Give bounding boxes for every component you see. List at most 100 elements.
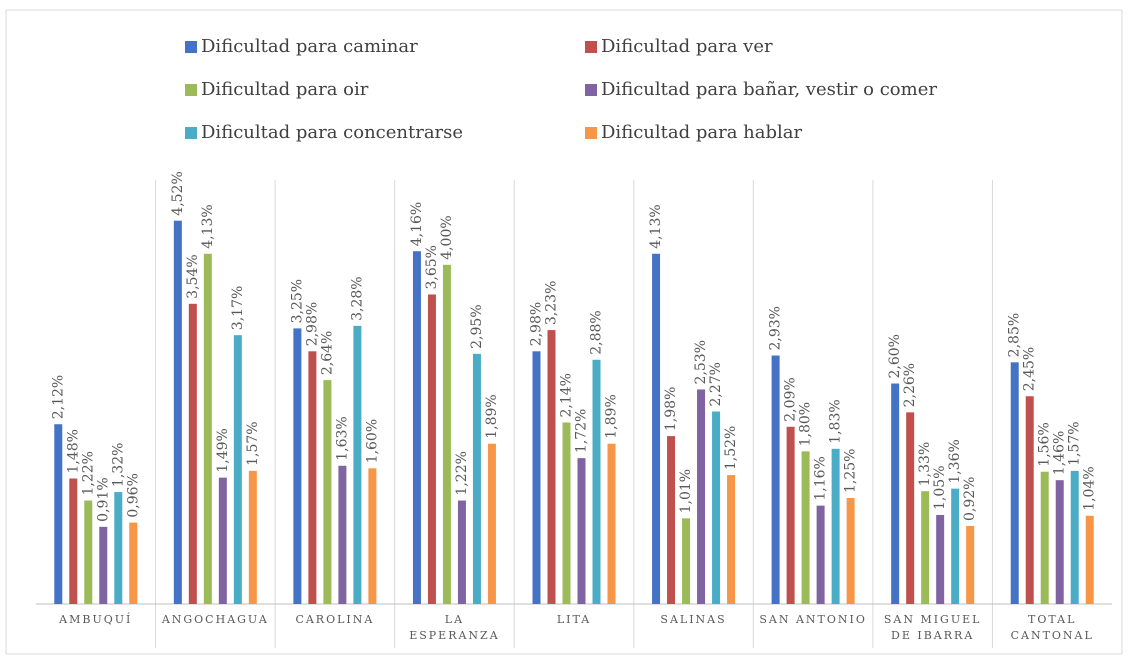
data-label: 1,49% [215, 428, 231, 472]
data-label: 3,25% [289, 279, 305, 323]
bar [1040, 471, 1049, 604]
bar [487, 443, 496, 604]
legend-swatch [185, 127, 197, 139]
bar [233, 335, 242, 604]
bar [547, 330, 556, 604]
x-tick-label: AMBUQUÍ [59, 613, 133, 626]
x-tick-label: LITA [556, 613, 592, 626]
bar [966, 525, 975, 604]
bar [801, 451, 810, 604]
data-label: 1,22% [80, 451, 96, 495]
legend-swatch [185, 41, 197, 53]
bar [442, 264, 451, 604]
data-label: 2,98% [304, 302, 320, 346]
data-label: 1,22% [454, 451, 470, 495]
data-label: 3,65% [424, 245, 440, 289]
bar [1085, 515, 1094, 604]
legend-swatch [185, 84, 197, 96]
bar [577, 458, 586, 604]
bar [607, 443, 616, 604]
data-label: 1,16% [813, 456, 829, 500]
bar [786, 426, 795, 604]
data-label: 1,33% [917, 442, 933, 486]
chart-frame [5, 9, 1123, 655]
x-tick-label: SALINAS [660, 613, 727, 626]
data-label: 2,45% [1022, 347, 1038, 391]
data-label: 1,04% [1082, 466, 1098, 510]
legend-label: Dificultad para caminar [201, 36, 418, 57]
data-label: 2,09% [783, 377, 799, 421]
bar [1055, 480, 1064, 604]
data-label: 1,36% [947, 439, 963, 483]
data-label: 0,96% [125, 473, 141, 517]
bar [652, 253, 661, 604]
bar [99, 526, 108, 604]
bar [816, 505, 825, 604]
bar [84, 500, 93, 604]
bar [936, 514, 945, 604]
x-tick-label: ANGOCHAGUA [161, 613, 269, 626]
bar [532, 351, 541, 604]
data-label: 4,52% [170, 171, 186, 215]
data-label: 4,13% [648, 204, 664, 248]
data-label: 3,28% [349, 276, 365, 320]
bar [188, 303, 197, 604]
bar [1025, 396, 1034, 604]
data-label: 0,92% [962, 476, 978, 520]
bar [831, 448, 840, 604]
bar [562, 422, 571, 604]
data-label: 1,89% [604, 394, 620, 438]
legend-swatch [585, 41, 597, 53]
data-label: 2,53% [693, 340, 709, 384]
data-label: 1,57% [1067, 421, 1083, 465]
bar [323, 380, 332, 604]
data-label: 2,27% [708, 362, 724, 406]
data-label: 2,12% [50, 375, 66, 419]
data-label: 1,46% [1052, 431, 1068, 475]
x-tick-label: SAN MIGUEL DE IBARRA [883, 613, 982, 642]
data-label: 1,80% [798, 402, 814, 446]
legend-label: Dificultad para ver [601, 36, 773, 57]
bar [218, 477, 227, 604]
data-label: 1,89% [484, 394, 500, 438]
data-label: 3,54% [185, 254, 201, 298]
data-label: 2,60% [887, 334, 903, 378]
bar [293, 328, 302, 604]
data-label: 2,98% [529, 302, 545, 346]
data-label: 4,13% [200, 204, 216, 248]
bar [338, 465, 347, 604]
bar [951, 488, 960, 604]
data-label: 1,48% [65, 429, 81, 473]
bar [427, 294, 436, 604]
data-label: 1,63% [334, 416, 350, 460]
legend-label: Dificultad para concentrarse [201, 122, 463, 143]
bar [173, 220, 182, 605]
data-label: 1,60% [364, 419, 380, 463]
data-label: 2,85% [1007, 313, 1023, 357]
bar [308, 351, 317, 604]
x-tick-label: TOTAL CANTONAL [1010, 613, 1094, 642]
x-tick-label: SAN ANTONIO [759, 613, 867, 626]
data-label: 1,25% [843, 449, 859, 493]
bar [1010, 362, 1019, 604]
data-label: 4,16% [409, 202, 425, 246]
bar [114, 492, 123, 604]
data-label: 1,52% [723, 426, 739, 470]
data-label: 3,17% [230, 286, 246, 330]
bar [891, 383, 900, 604]
legend-label: Dificultad para bañar, vestir o comer [601, 79, 937, 100]
bar [69, 478, 78, 604]
data-label: 1,05% [932, 465, 948, 509]
bar [368, 468, 377, 604]
legend-swatch [585, 84, 597, 96]
bar [921, 491, 930, 604]
legend-label: Dificultad para oir [201, 79, 369, 100]
bar [667, 436, 676, 604]
data-label: 1,57% [245, 421, 261, 465]
bar [906, 412, 915, 604]
bar [697, 389, 706, 604]
data-label: 2,88% [589, 310, 605, 354]
data-label: 1,32% [110, 443, 126, 487]
